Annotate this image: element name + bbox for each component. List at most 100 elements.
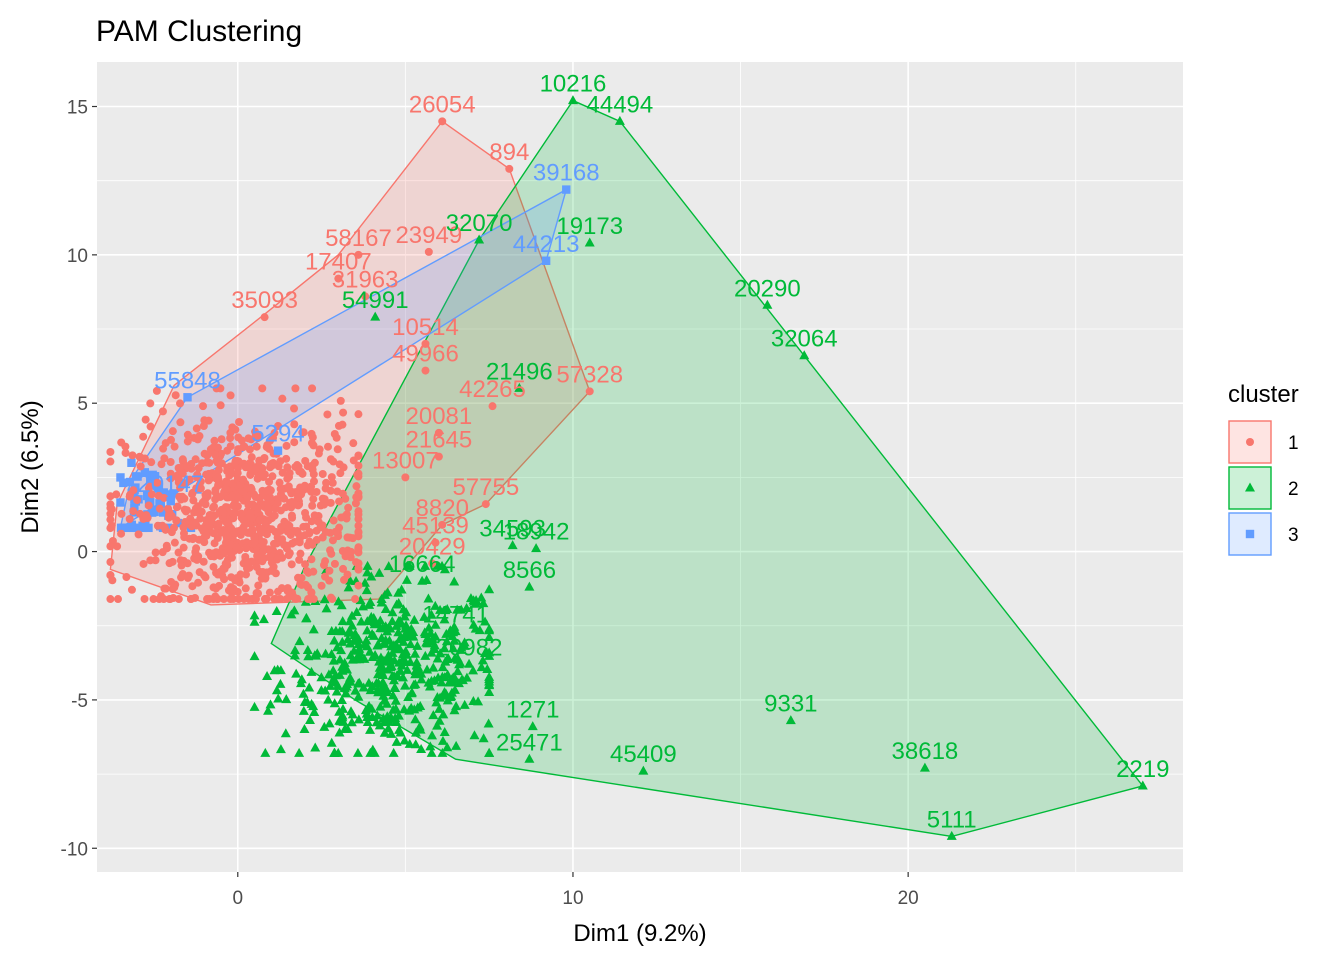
cluster-2-point [263,705,274,715]
cluster-2-point [432,653,443,663]
cluster-1-point [211,486,220,495]
cluster-1-point [136,462,145,471]
cluster-3-point [127,520,137,529]
cluster-1-point [244,434,253,443]
cluster-1-point [271,595,280,604]
cluster-1-labeled-point [428,559,437,568]
cluster-1-point [117,529,126,538]
grid-minor [97,62,1183,872]
cluster-2-point [290,645,301,655]
cluster-1-point [152,386,161,395]
cluster-3-point [121,523,130,533]
cluster-1-point [244,501,253,510]
cluster-2-point [459,699,470,709]
cluster-2-labeled-point [946,830,957,840]
cluster-1-point [354,461,363,470]
cluster-1-point [195,568,204,577]
cluster-1-point [297,573,306,582]
cluster-2-point [381,656,392,666]
cluster-2-point [423,622,434,632]
cluster-2-labeled-point [567,95,578,105]
cluster-1-point [182,507,191,516]
cluster-1-point [179,543,188,552]
point-label: 20081 [406,403,473,430]
cluster-1-point [227,467,236,476]
cluster-1-point [140,594,149,603]
cluster-1-point [265,588,274,597]
cluster-1-point [291,595,300,604]
cluster-2-point [355,647,366,657]
cluster-1-point [241,584,250,593]
cluster-1-point [241,463,250,472]
cluster-2-labeled-point [514,382,525,392]
cluster-1-point [268,472,277,481]
cluster-2-point [440,688,451,698]
cluster-2-point [281,694,292,704]
cluster-1-point [147,490,156,499]
cluster-3-point [116,473,125,482]
cluster-1-point [151,556,160,565]
cluster-1-point [251,464,260,473]
cluster-2-point [334,669,345,679]
point-label: 5294 [251,421,304,448]
cluster-2-point [428,710,439,720]
cluster-1-point [129,507,138,516]
cluster-1-point [253,551,262,560]
cluster-1-point [158,407,167,416]
cluster-1-point [161,584,170,593]
cluster-2-point [430,619,441,629]
cluster-2-point [428,662,439,672]
cluster-1-point [265,553,274,562]
cluster-1-point [165,508,174,517]
cluster-2-point [376,660,387,670]
cluster-1-point [347,547,356,556]
cluster-2-point [304,682,315,692]
cluster-2-point [410,727,421,737]
cluster-3-point [150,472,160,481]
y-tick-label: 5 [77,394,88,415]
cluster-1-point [199,557,208,566]
cluster-1-point [286,486,295,495]
cluster-1-point [114,595,123,604]
cluster-2-point [350,685,361,695]
cluster-2-point [298,688,309,698]
grid-major [97,62,1183,872]
cluster-2-point [389,671,400,681]
cluster-2-point [321,603,332,613]
cluster-1-point [326,455,335,464]
cluster-2-point [328,655,339,665]
cluster-1-point [201,573,210,582]
cluster-2-point [441,636,452,646]
cluster-1-point [239,516,248,525]
cluster-1-point [349,439,358,448]
cluster-2-point [361,635,372,645]
cluster-1-point [290,404,299,413]
cluster-1-point [290,537,299,546]
cluster-3-labeled-point [183,393,192,402]
cluster-1-point [250,533,259,542]
cluster-2-point [345,676,356,686]
cluster-1-point [166,457,175,466]
point-label: 39168 [533,160,600,187]
cluster-1-point [329,516,338,525]
cluster-2-point [379,717,390,727]
cluster-2-point [362,616,373,626]
cluster-2-point [451,740,462,750]
cluster-2-labeled-point [799,350,810,360]
cluster-1-point [245,563,254,572]
cluster-2-point [294,747,305,757]
cluster-1-point [287,560,296,569]
cluster-1-point [328,478,337,487]
point-label: 58167 [325,225,392,252]
cluster-2-point [359,577,370,587]
cluster-1-point [258,567,267,576]
cluster-2-point [484,747,495,757]
point-label: 20982 [436,634,503,661]
cluster-1-point [273,587,282,596]
cluster-2-point [352,747,363,757]
cluster-1-point [276,526,285,535]
cluster-1-point [258,547,267,556]
cluster-1-point [282,441,291,450]
cluster-2-point [344,616,355,626]
cluster-1-point [339,463,348,472]
